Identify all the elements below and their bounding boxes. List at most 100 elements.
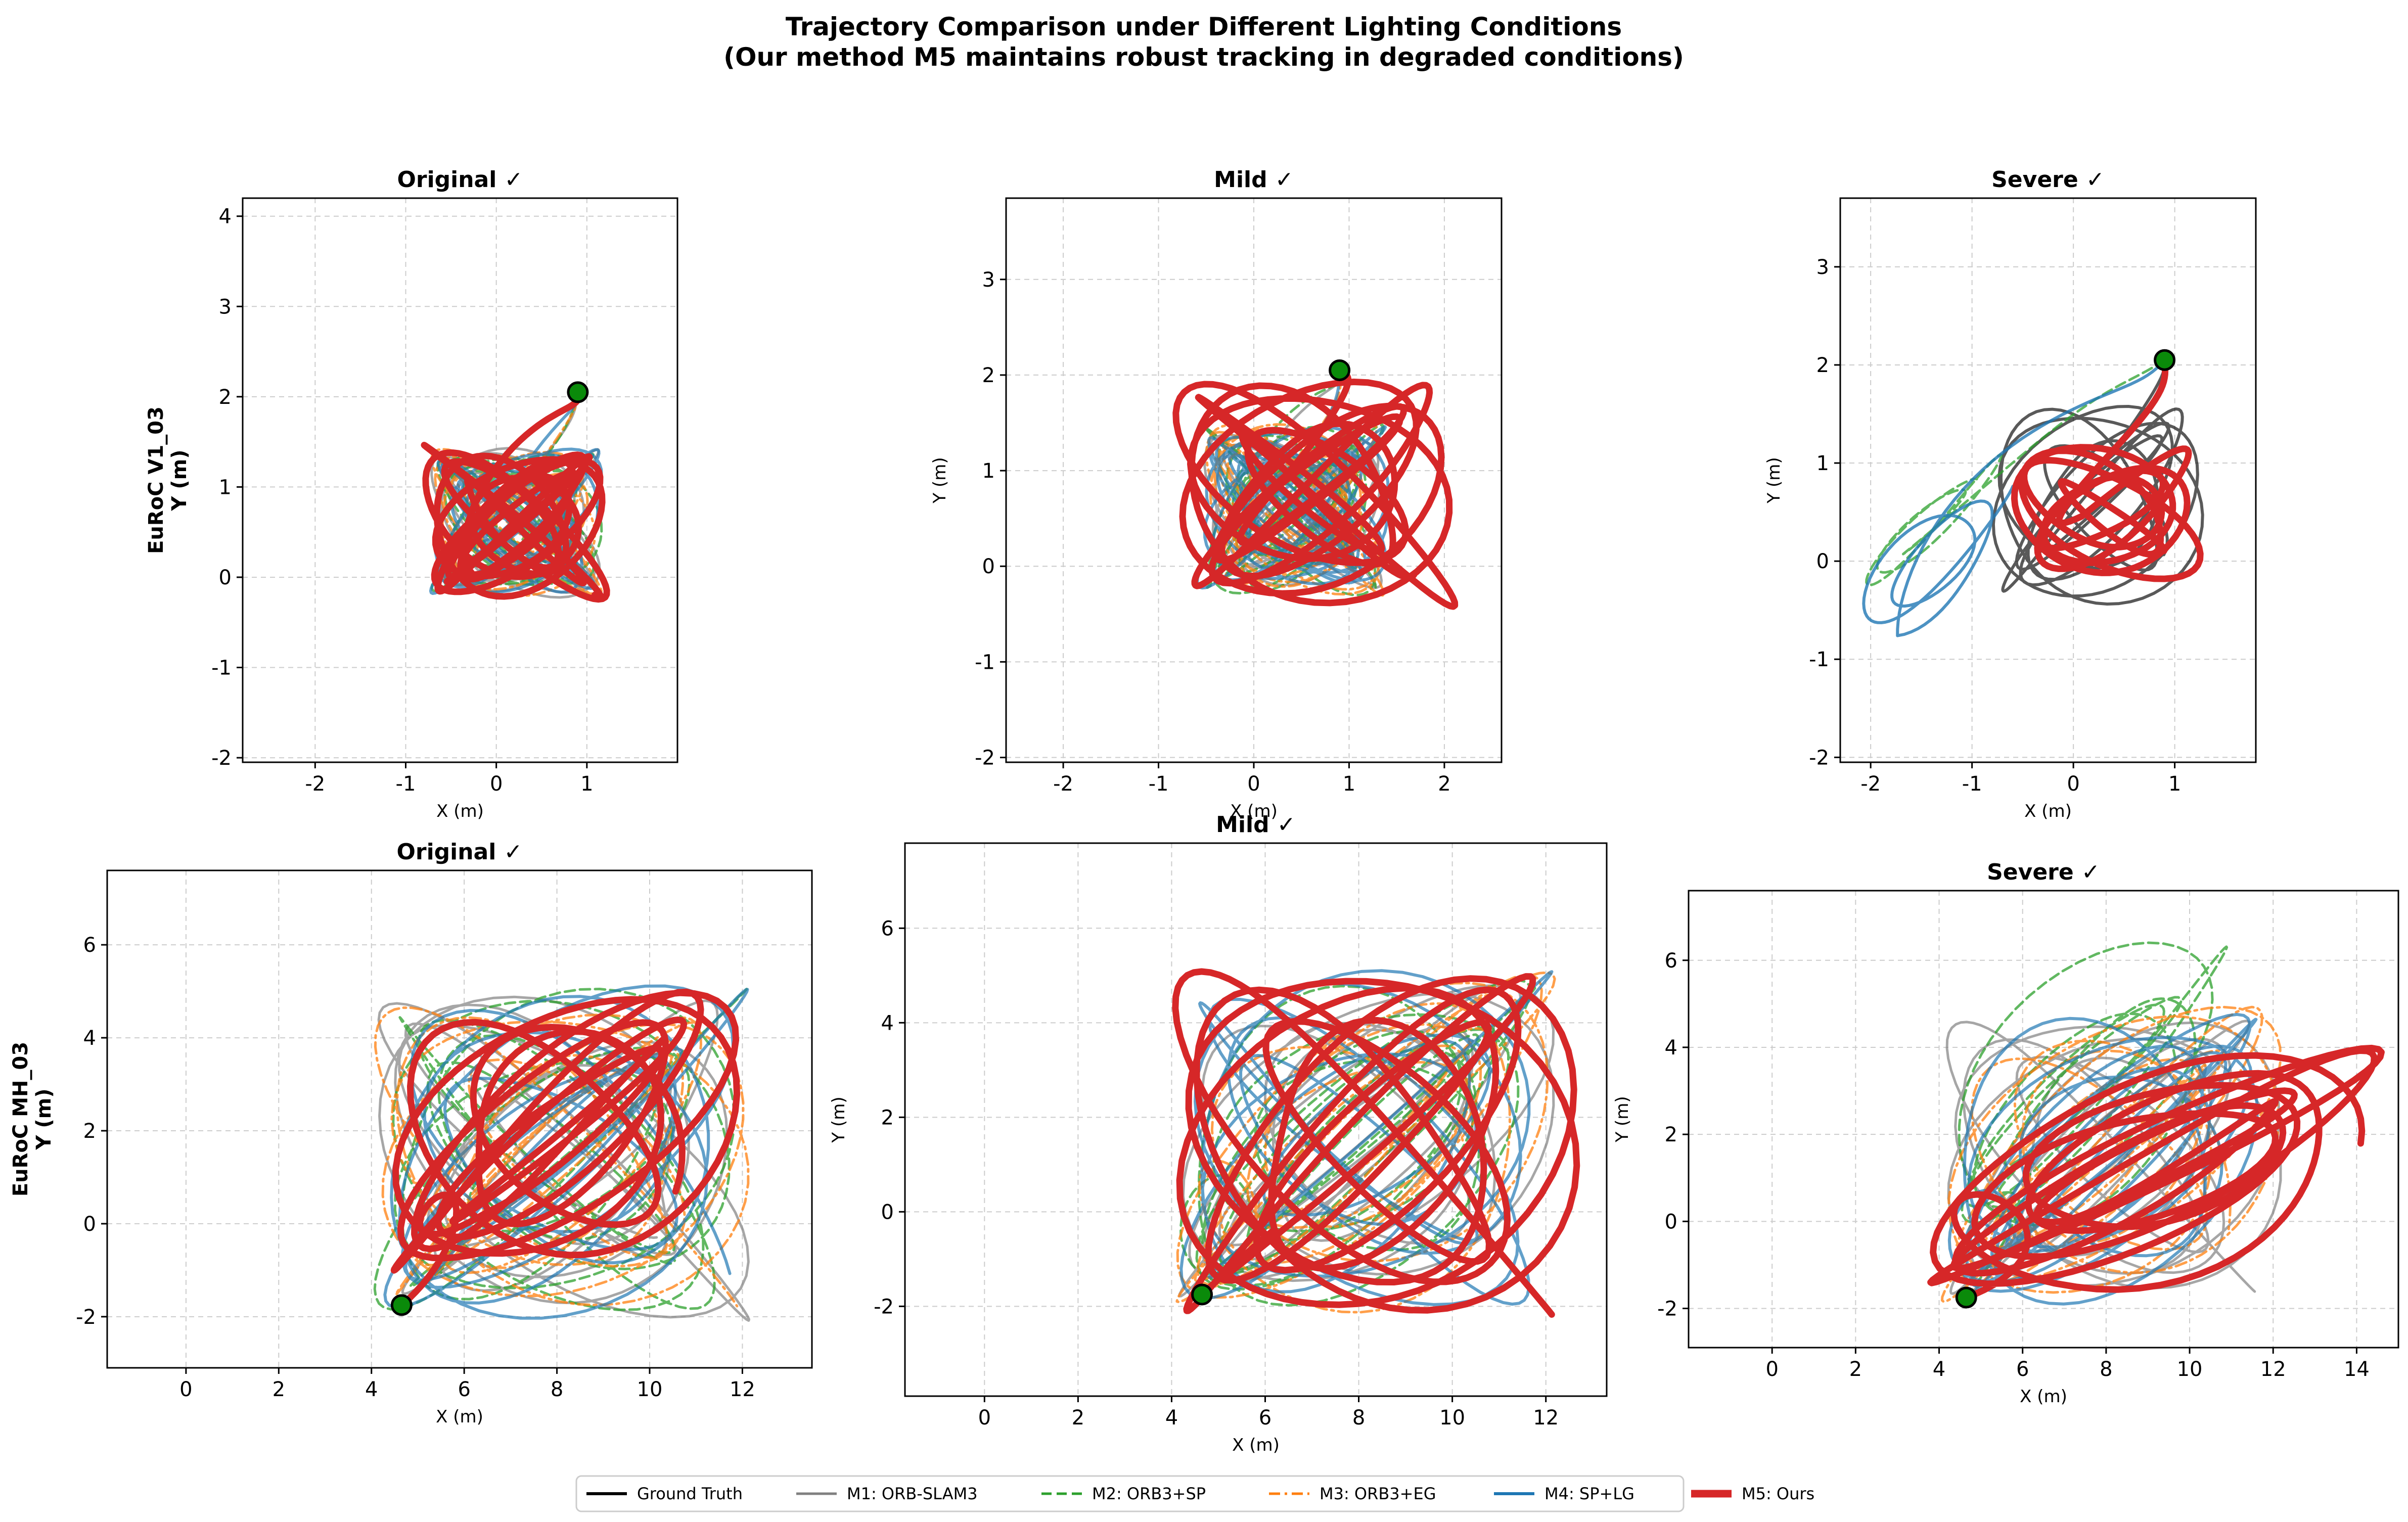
x-tick-label: 1 [2168,772,2181,796]
series-line-m2 [1865,358,2166,586]
x-tick-label: 4 [365,1378,378,1401]
subplot-title: Mild ✓ [1214,167,1294,193]
series-line-m5 [1172,367,1459,610]
series-line-m5 [421,389,610,603]
y-tick-label: -1 [1809,648,1829,671]
y-tick-label: 2 [1816,354,1829,377]
x-tick-label: 0 [978,1406,991,1429]
subplot-title: Mild ✓ [1216,812,1296,838]
subplot-4: 0 2 4 6 8 10 12 -2 0 2 4 6 Mild ✓ X (m) Y (m) [829,812,1608,1455]
subplot-1: -2 -1 0 1 2 -2 -1 0 1 2 3 Mild ✓ X (m) Y (m) [930,167,1503,821]
x-tick-label: 12 [730,1378,755,1401]
x-tick-label: 0 [1247,772,1260,796]
x-axis-label: X (m) [1232,1435,1280,1455]
x-tick-label: 2 [1438,772,1450,796]
start-point-marker [567,381,589,403]
y-tick-label: -1 [211,657,232,680]
subplot-0: -2 -1 0 1 -2 -1 0 1 2 3 4 Original ✓ X (m) EuRoC V1_0… [145,167,678,821]
y-tick-label: -2 [1657,1298,1677,1321]
y-tick-label: 3 [219,295,232,318]
x-tick-label: -2 [305,772,325,796]
y-tick-label: 3 [982,268,995,292]
legend-label-m4: M4: SP+LG [1544,1484,1634,1503]
x-tick-label: 8 [551,1378,563,1401]
series-line-gt [1991,358,2204,606]
x-tick-label: 0 [490,772,503,796]
x-tick-label: 8 [2100,1358,2112,1381]
series-line-m5 [1927,1044,2385,1301]
y-tick-label: -2 [874,1295,894,1318]
legend: Ground Truth M1: ORB-SLAM3 M2: ORB3+SP M3: … [575,1475,1814,1512]
x-axis-label: X (m) [1230,801,1278,821]
x-tick-label: -1 [1962,772,1982,796]
y-tick-label: -2 [975,747,995,770]
x-tick-label: -2 [1860,772,1881,796]
x-tick-label: 10 [1439,1406,1465,1429]
x-axis-label: X (m) [2020,1387,2067,1407]
legend-label-m1: M1: ORB-SLAM3 [847,1484,978,1503]
y-tick-label: 4 [881,1011,894,1035]
y-axis-label: EuRoC MH_03Y (m) [9,1042,56,1196]
legend-label-m5: M5: Ours [1742,1484,1814,1503]
legend-label-m2: M2: ORB3+SP [1092,1484,1206,1503]
subplot-5: 0 2 4 6 8 10 12 14 -2 0 2 4 6 Severe ✓ X (m) Y (m) [1612,859,2399,1407]
subplot-title: Severe ✓ [1987,859,2100,885]
y-tick-label: 6 [1665,949,1677,973]
x-axis-label: X (m) [436,1407,483,1427]
series-line-m5 [2011,356,2204,582]
series-group [373,984,750,1322]
y-tick-label: 4 [219,205,232,228]
x-tick-label: 0 [1765,1358,1778,1381]
x-tick-label: -1 [396,772,416,796]
x-tick-label: 12 [2260,1358,2286,1381]
y-tick-label: 4 [1665,1036,1677,1059]
x-axis-label: X (m) [436,801,484,821]
start-point-marker [1329,359,1351,381]
series-group [1172,367,1459,610]
legend-box [575,1475,1685,1512]
x-tick-label: 10 [2177,1358,2203,1381]
subplot-title: Original ✓ [396,839,522,865]
y-tick-label: -1 [975,651,995,674]
start-point-marker [390,1294,413,1316]
start-point-marker [2154,349,2176,371]
y-tick-label: 4 [83,1027,96,1050]
x-tick-label: 2 [272,1378,285,1401]
y-tick-label: 1 [219,476,232,499]
series-group [1862,356,2204,637]
y-tick-label: 0 [83,1213,96,1236]
y-tick-label: 0 [982,555,995,578]
y-tick-label: 6 [881,917,894,940]
series-line-m2 [1958,941,2229,1299]
start-point-marker [1191,1283,1213,1306]
y-tick-label: 0 [1665,1210,1677,1233]
x-tick-label: 6 [458,1378,470,1401]
y-tick-label: 0 [219,566,232,589]
x-tick-label: 4 [1933,1358,1945,1381]
series-group [1172,968,1580,1318]
axes-frame [242,197,678,763]
subplot-title: Original ✓ [397,167,523,193]
y-tick-label: -2 [211,747,232,770]
x-tick-label: 10 [637,1378,663,1401]
x-tick-label: -2 [1053,772,1073,796]
x-tick-label: 12 [1533,1406,1559,1429]
figure-title-line1: Trajectory Comparison under Different Li… [786,12,1622,41]
y-tick-label: 6 [83,934,96,957]
y-tick-label: 2 [83,1120,96,1143]
y-tick-label: 1 [982,459,995,483]
series-line-m4 [1862,358,2166,637]
x-tick-label: 6 [1259,1406,1271,1429]
y-tick-label: 3 [1816,256,1829,279]
legend-label-gt: Ground Truth [637,1484,743,1503]
subplot-title: Severe ✓ [1991,167,2105,193]
x-tick-label: -1 [1149,772,1169,796]
x-axis-label: X (m) [2024,801,2072,821]
series-line-m5 [1172,968,1580,1318]
y-axis-label: Y (m) [1612,1096,1632,1142]
series-line-m5 [390,988,741,1309]
y-tick-label: 0 [881,1201,894,1224]
x-tick-label: 0 [179,1378,192,1401]
